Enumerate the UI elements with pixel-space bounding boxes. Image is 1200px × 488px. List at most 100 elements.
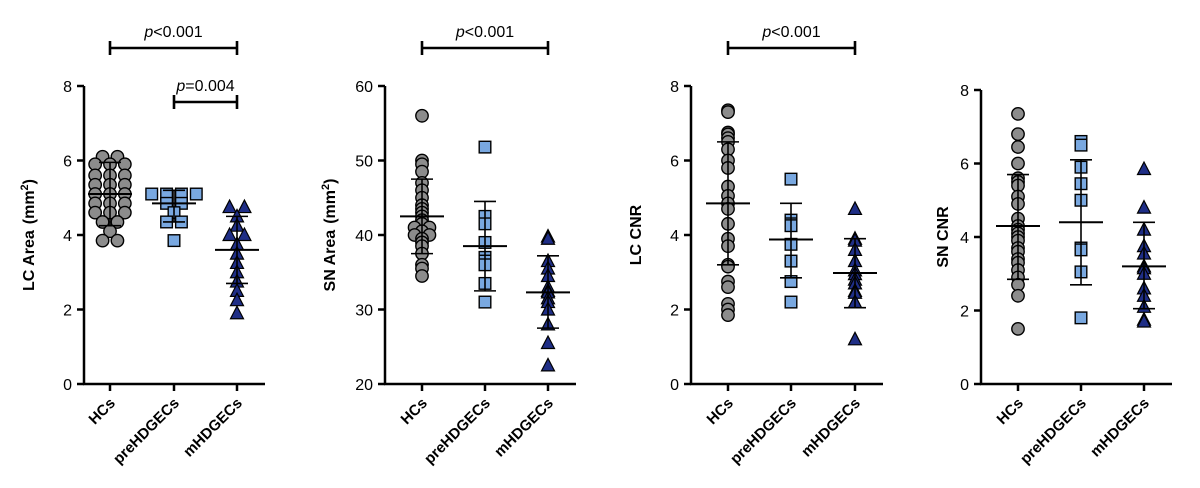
data-point-prehdgecs: [167, 234, 181, 248]
data-point-prehdgecs: [1074, 311, 1088, 325]
p-value-label: p=0.004: [175, 78, 234, 95]
y-axis-label-unit-close: ): [21, 179, 38, 184]
data-point-hcs: [415, 269, 429, 283]
data-point-mhdgecs: [1136, 160, 1152, 176]
x-category-label: mHDGECs: [798, 395, 864, 461]
p-value-symbol: p: [143, 24, 153, 41]
y-tick-label: 50: [355, 154, 373, 171]
x-category-label: HCs: [994, 395, 1027, 428]
y-tick-label: 8: [960, 83, 969, 100]
data-point-hcs: [1011, 288, 1025, 303]
y-tick-label: 8: [63, 79, 72, 96]
data-point-hcs: [415, 108, 429, 123]
y-tick-label: 4: [670, 228, 679, 245]
data-point-mhdgecs: [1136, 199, 1152, 214]
data-point-hcs: [1011, 156, 1025, 171]
y-axis-label: SN CNR: [935, 206, 952, 268]
data-point-mhdgecs: [236, 226, 252, 242]
y-tick-label: 0: [63, 377, 72, 394]
data-point-prehdgecs: [189, 187, 203, 201]
x-category-label: preHDGECs: [110, 395, 183, 468]
data-point-hcs: [1011, 321, 1025, 336]
y-tick-label: 2: [670, 303, 679, 320]
x-category-label: mHDGECs: [491, 395, 557, 461]
data-point-mhdgecs: [540, 334, 556, 350]
y-axis-label: LC CNR: [628, 204, 645, 265]
x-category-label: HCs: [86, 395, 119, 428]
y-tick-label: 8: [670, 79, 679, 96]
p-value-symbol: p: [455, 24, 465, 41]
x-category-label: preHDGECs: [1017, 395, 1090, 468]
data-point-mhdgecs: [540, 230, 556, 245]
data-point-hcs: [1011, 127, 1025, 142]
y-tick-label: 30: [355, 303, 373, 320]
p-value-symbol: p: [175, 78, 185, 95]
y-tick-label: 4: [960, 230, 969, 247]
p-value-label: p<0.001: [761, 24, 820, 41]
data-point-prehdgecs: [478, 140, 492, 154]
y-axis-label-main: SN CNR: [935, 206, 952, 268]
data-point-hcs: [110, 233, 125, 248]
y-tick-label: 6: [960, 157, 969, 174]
p-value-label: p<0.001: [143, 24, 202, 41]
y-tick-label: 2: [960, 304, 969, 321]
y-axis-label-superscript: 2: [19, 184, 31, 190]
y-tick-label: 0: [960, 377, 969, 394]
y-tick-label: 40: [355, 228, 373, 245]
data-point-mhdgecs: [847, 330, 863, 346]
data-point-mhdgecs: [847, 200, 863, 216]
data-point-hcs: [1011, 140, 1025, 154]
y-tick-label: 20: [355, 377, 373, 394]
data-point-hcs: [117, 205, 132, 220]
x-category-label: preHDGECs: [727, 395, 800, 468]
x-category-label: mHDGECs: [1087, 395, 1153, 461]
y-axis-label-main: SN Area: [322, 230, 339, 292]
y-axis-label-unit-close: ): [322, 179, 339, 184]
data-point-mhdgecs: [222, 198, 238, 214]
x-category-label: preHDGECs: [421, 395, 494, 468]
data-point-prehdgecs: [784, 295, 798, 309]
data-point-prehdgecs: [784, 172, 798, 186]
y-tick-label: 2: [63, 303, 72, 320]
data-point-mhdgecs: [222, 226, 238, 242]
y-axis-label-superscript: 2: [320, 184, 332, 190]
p-value-text: <0.001: [465, 24, 514, 41]
y-axis-label: LC Area (mm2): [19, 179, 38, 291]
p-value-text: =0.004: [185, 78, 234, 95]
y-tick-label: 60: [355, 79, 373, 96]
p-value-text: <0.001: [771, 24, 820, 41]
data-point-hcs: [1011, 106, 1025, 121]
data-point-prehdgecs: [478, 295, 492, 309]
y-axis-label-main: LC CNR: [628, 204, 645, 265]
x-category-label: HCs: [398, 395, 431, 428]
data-point-prehdgecs: [145, 187, 159, 201]
data-point-hcs: [721, 105, 735, 119]
data-point-hcs: [721, 280, 735, 295]
data-point-mhdgecs: [1136, 313, 1152, 328]
p-value-symbol: p: [761, 24, 771, 41]
data-point-mhdgecs: [236, 198, 252, 214]
p-value-text: <0.001: [153, 24, 202, 41]
y-tick-label: 6: [670, 154, 679, 171]
x-category-label: HCs: [704, 395, 737, 428]
data-point-hcs: [721, 308, 735, 322]
y-axis-label-unit: (mm: [322, 190, 339, 224]
p-value-label: p<0.001: [455, 24, 514, 41]
data-point-hcs: [95, 233, 110, 248]
y-tick-label: 6: [63, 154, 72, 171]
y-axis-label: SN Area (mm2): [320, 179, 339, 292]
y-axis-label-main: LC Area: [21, 230, 38, 291]
x-category-label: mHDGECs: [180, 395, 246, 461]
data-point-hcs: [88, 205, 103, 220]
data-point-prehdgecs: [1074, 138, 1088, 152]
y-tick-label: 4: [63, 228, 72, 245]
y-axis-label-unit: (mm: [21, 190, 38, 224]
y-tick-label: 0: [670, 377, 679, 394]
data-point-mhdgecs: [229, 304, 245, 320]
data-point-mhdgecs: [540, 357, 556, 372]
